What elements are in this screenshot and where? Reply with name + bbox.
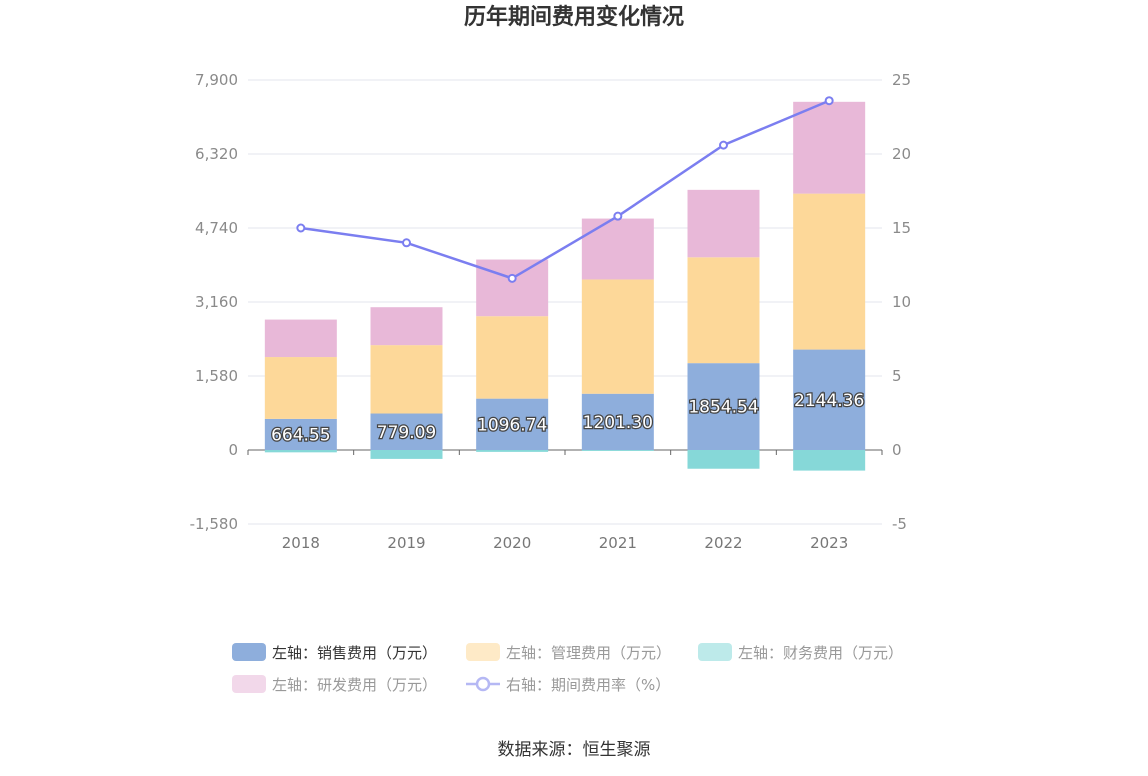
source-note: 数据来源：恒生聚源 [498,740,651,760]
sales-data-label: 779.09 [377,423,436,443]
rate-point [824,96,834,106]
legend-label: 左轴：销售费用（万元） [272,644,437,662]
left-axis-tick-label: 3,160 [195,293,238,311]
legend-label: 左轴：管理费用（万元） [506,644,671,662]
finance-bar [370,450,443,459]
finance-bar [687,450,760,469]
rate-point [402,238,411,248]
left-axis-tick-label: 4,740 [195,219,238,237]
data-labels: 664.55 779.09 1096.74 1201.30 1854.54 2144.36 [270,390,866,447]
sales-bar [264,418,337,450]
left-axis-tick-label: -1,580 [190,515,238,533]
sales-data-label: 1201.30 [583,413,653,433]
legend-item-sales: 左轴：销售费用（万元） [232,643,437,662]
rd-bar [581,218,654,280]
sales-data-label: 2144.36 [794,391,864,411]
rate-series-line [300,99,830,280]
legend-swatch [466,643,500,661]
left-axis-tick-label: 1,580 [195,367,238,385]
finance-bar [793,450,866,471]
x-axis-tick-label: 2023 [810,534,848,552]
legend-swatch [698,643,732,661]
legend: 左轴：销售费用（万元） 左轴：管理费用（万元） 左轴：财务费用（万元） 左轴：研发费用… [232,643,903,694]
grid-lines [248,79,882,525]
sales-bar [793,349,866,450]
x-axis-tick-label: 2018 [282,534,320,552]
right-axis-tick-label: 0 [892,441,902,459]
x-axis-tick-label: 2020 [493,534,531,552]
sales-bar [687,363,760,450]
legend-swatch [232,675,266,693]
left-axis-tick-label: 6,320 [195,145,238,163]
finance-bar [476,450,549,452]
legend-label: 左轴：财务费用（万元） [738,644,903,662]
rate-point [719,140,728,150]
rd-bar [476,259,549,317]
admin-bar [687,257,760,364]
sales-bar [581,393,654,450]
admin-bar [264,357,337,419]
finance-bar [581,450,654,451]
legend-label: 右轴：期间费用率（%） [506,676,670,694]
rd-bar [370,307,443,346]
sales-bar [370,413,443,450]
rate-point [296,223,306,233]
rate-point [613,211,623,221]
legend-item-rd: 左轴：研发费用（万元） [232,675,437,694]
admin-bar [370,345,443,414]
legend-item-rate: 右轴：期间费用率（%） [466,676,670,694]
rd-bar [687,189,760,258]
right-axis-tick-label: 5 [892,367,902,385]
legend-item-admin: 左轴：管理费用（万元） [466,643,671,662]
sales-data-label: 1854.54 [688,398,758,418]
axes: -1,580 0 1,580 3,160 4,740 6,320 7,900 -5 0 5 10 15… [190,71,911,552]
right-axis-tick-label: 10 [892,293,911,311]
x-axis-tick-label: 2022 [704,534,742,552]
right-axis-tick-label: 15 [892,219,911,237]
admin-bar [476,316,549,399]
legend-swatch [232,643,266,661]
left-axis-tick-label: 7,900 [195,71,238,89]
sales-data-label: 664.55 [271,425,330,445]
rd-bar [264,319,337,358]
x-axis-tick-label: 2021 [599,534,637,552]
legend-label: 左轴：研发费用（万元） [272,676,437,694]
sales-bar [476,398,549,450]
right-axis-tick-label: -5 [892,515,907,533]
right-axis-tick-label: 20 [892,145,911,163]
right-axis-tick-label: 25 [892,71,911,89]
bars [264,101,866,471]
rate-line [296,96,834,283]
legend-item-finance: 左轴：财务费用（万元） [698,643,903,662]
admin-bar [793,193,866,350]
legend-marker-icon [475,676,491,692]
rate-point [507,273,517,283]
sales-data-label: 1096.74 [477,415,547,435]
finance-bar [264,450,337,453]
admin-bar [581,279,654,394]
rd-bar [793,101,866,194]
x-axis-tick-label: 2019 [387,534,425,552]
left-axis-tick-label: 0 [228,441,238,459]
chart-title: 历年期间费用变化情况 [464,4,684,30]
